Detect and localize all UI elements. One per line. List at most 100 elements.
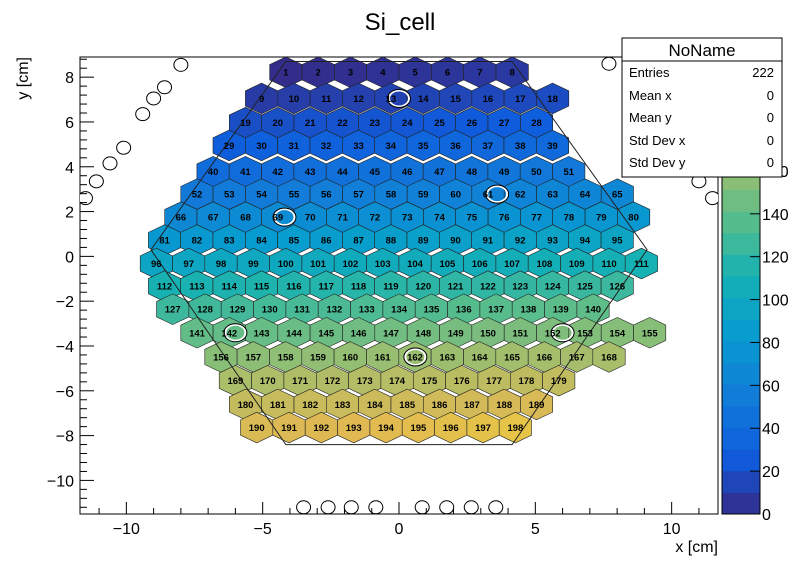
cell-number-label: 154: [609, 328, 626, 339]
cell-number-label: 178: [518, 376, 534, 387]
cell-number-label: 26: [467, 118, 478, 129]
cell-number-label: 189: [529, 400, 545, 411]
palette-band: [722, 362, 760, 385]
cell-number-label: 183: [335, 400, 351, 411]
y-tick-label: −6: [56, 384, 74, 401]
cell-number-label: 106: [472, 259, 488, 270]
y-tick-label: 4: [65, 160, 74, 177]
cell-number-label: 102: [342, 259, 358, 270]
cell-number-label: 10: [289, 94, 300, 105]
marked-cell-outer-ring: [403, 347, 428, 367]
cell-number-label: 28: [531, 118, 542, 129]
cell-number-label: 180: [238, 400, 254, 411]
cell-number-label: 90: [450, 236, 461, 247]
cell-number-label: 168: [601, 353, 617, 364]
hex-cell: [600, 270, 634, 302]
marked-cell-ring: [273, 208, 296, 227]
palette-tick-label: 140: [762, 207, 789, 224]
cell-number-label: 117: [319, 282, 334, 293]
marked-cell-ring: [551, 323, 574, 342]
cell-number-label: 160: [342, 353, 358, 364]
cell-number-label: 100: [278, 259, 294, 270]
cell-number-label: 150: [480, 328, 496, 339]
cell-number-label: 85: [289, 236, 300, 247]
palette-tick-label: 100: [762, 293, 789, 310]
cell-number-label: 54: [256, 190, 267, 201]
chart-title: Si_cell: [365, 9, 436, 36]
x-tick-label: 0: [395, 521, 404, 538]
cell-number-label: 55: [289, 190, 300, 201]
cell-number-label: 191: [281, 423, 298, 434]
cell-number-label: 145: [318, 328, 335, 339]
cell-number-label: 20: [273, 118, 284, 129]
cell-number-label: 36: [450, 141, 461, 152]
open-circle-marker: [157, 80, 173, 95]
cell-number-label: 13: [386, 94, 397, 105]
cell-number-label: 165: [504, 353, 521, 364]
cell-number-label: 14: [418, 94, 429, 105]
cell-number-label: 130: [262, 305, 278, 316]
cell-number-label: 141: [189, 328, 206, 339]
hex-cell: [498, 411, 532, 444]
cell-number-label: 77: [531, 213, 542, 224]
cell-number-label: 148: [415, 328, 431, 339]
cell-number-label: 19: [240, 118, 251, 129]
cell-number-label: 186: [432, 400, 448, 411]
marked-cell-outer-ring: [550, 323, 575, 343]
cell-number-label: 149: [448, 328, 464, 339]
cell-number-label: 109: [569, 259, 585, 270]
cell-number-label: 62: [515, 190, 526, 201]
open-circle-marker: [463, 500, 479, 514]
cell-number-label: 59: [418, 190, 429, 201]
palette-tick-label: 20: [762, 464, 780, 481]
cell-number-label: 126: [609, 282, 625, 293]
stats-entries-label: Entries: [629, 65, 670, 80]
cell-number-label: 78: [564, 213, 575, 224]
open-circle-marker: [343, 500, 359, 514]
cell-number-label: 2: [316, 68, 321, 79]
open-circle-marker: [88, 174, 104, 189]
cell-number-label: 41: [240, 167, 251, 178]
cell-number-label: 159: [310, 353, 326, 364]
cell-number-label: 64: [580, 190, 591, 201]
y-tick-label: −2: [56, 294, 74, 311]
stats-title: NoName: [668, 41, 735, 60]
cell-number-label: 185: [399, 400, 416, 411]
cell-number-label: 63: [547, 190, 558, 201]
open-circle-marker: [368, 500, 384, 514]
cell-number-label: 184: [367, 400, 384, 411]
cell-number-label: 21: [305, 118, 316, 129]
cell-number-label: 56: [321, 190, 332, 201]
cell-number-label: 47: [434, 167, 445, 178]
cell-number-label: 35: [418, 141, 429, 152]
cell-number-label: 51: [564, 167, 575, 178]
cell-number-label: 37: [483, 141, 494, 152]
cell-number-label: 112: [157, 282, 172, 293]
cell-number-label: 166: [536, 353, 552, 364]
cell-number-label: 140: [585, 305, 601, 316]
cell-number-label: 128: [197, 305, 213, 316]
cell-number-label: 34: [386, 141, 397, 152]
cell-number-label: 39: [547, 141, 558, 152]
open-circle-marker: [173, 57, 189, 72]
cell-number-label: 6: [445, 68, 450, 79]
open-circle-marker: [102, 156, 118, 171]
palette-band: [722, 449, 760, 472]
open-circle-marker: [296, 500, 312, 514]
marked-cell-outer-ring: [485, 184, 510, 204]
cell-number-label: 93: [547, 236, 558, 247]
marked-cell-outer-ring: [387, 88, 411, 108]
cell-number-label: 86: [321, 236, 332, 247]
palette-band: [722, 276, 760, 299]
x-axis-label: x [cm]: [675, 539, 718, 556]
cell-number-label: 89: [418, 236, 429, 247]
stats-stdx-value: 0: [767, 133, 774, 148]
cell-number-label: 169: [227, 376, 243, 387]
stats-stdy-label: Std Dev y: [629, 155, 686, 170]
cell-number-label: 174: [389, 376, 406, 387]
cell-number-label: 29: [224, 141, 235, 152]
marked-cell-ring: [388, 89, 410, 108]
cell-number-label: 192: [313, 423, 329, 434]
cell-number-label: 172: [324, 376, 340, 387]
